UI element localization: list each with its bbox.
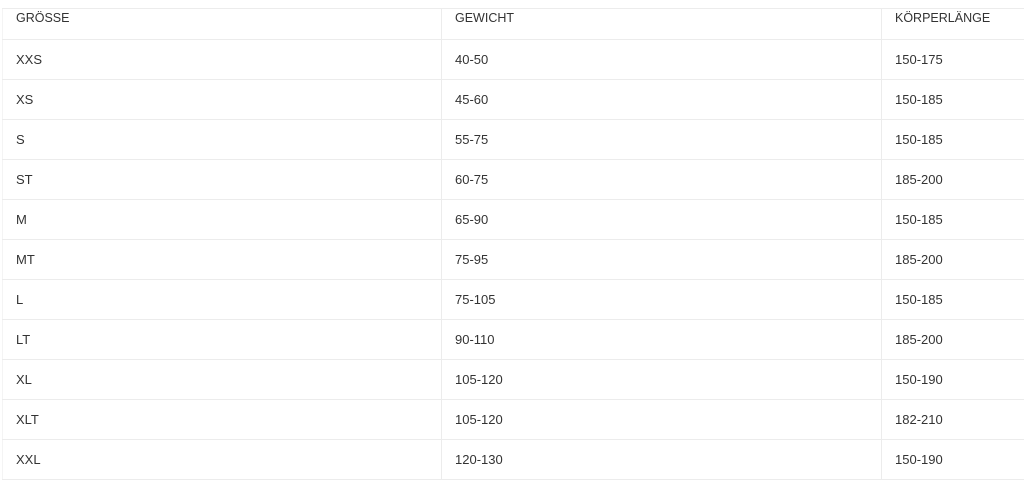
cell-size: MT <box>3 240 442 280</box>
header-row: GRÖSSE GEWICHT KÖRPERLÄNGE <box>3 9 1024 40</box>
cell-height: 150-190 <box>882 440 1024 480</box>
cell-height: 182-210 <box>882 400 1024 440</box>
cell-weight: 55-75 <box>442 120 882 160</box>
header-size: GRÖSSE <box>3 9 442 40</box>
cell-height: 150-185 <box>882 200 1024 240</box>
cell-size: S <box>3 120 442 160</box>
cell-weight: 60-75 <box>442 160 882 200</box>
cell-weight: 65-90 <box>442 200 882 240</box>
header-weight: GEWICHT <box>442 9 882 40</box>
cell-height: 150-185 <box>882 280 1024 320</box>
cell-weight: 75-105 <box>442 280 882 320</box>
cell-height: 150-175 <box>882 40 1024 80</box>
cell-size: LT <box>3 320 442 360</box>
cell-size: M <box>3 200 442 240</box>
cell-weight: 45-60 <box>442 80 882 120</box>
cell-height: 185-200 <box>882 320 1024 360</box>
cell-height: 150-185 <box>882 120 1024 160</box>
cell-weight: 105-120 <box>442 360 882 400</box>
cell-weight: 105-120 <box>442 400 882 440</box>
cell-height: 185-200 <box>882 160 1024 200</box>
cell-height: 185-200 <box>882 240 1024 280</box>
cell-weight: 75-95 <box>442 240 882 280</box>
cell-size: ST <box>3 160 442 200</box>
cell-height: 150-185 <box>882 80 1024 120</box>
cell-size: L <box>3 280 442 320</box>
cell-weight: 90-110 <box>442 320 882 360</box>
header-height: KÖRPERLÄNGE <box>882 9 1024 40</box>
cell-weight: 40-50 <box>442 40 882 80</box>
cell-size: XXL <box>3 440 442 480</box>
cell-size: XLT <box>3 400 442 440</box>
cell-weight: 120-130 <box>442 440 882 480</box>
cell-size: XXS <box>3 40 442 80</box>
cell-height: 150-190 <box>882 360 1024 400</box>
cell-size: XS <box>3 80 442 120</box>
cell-size: XL <box>3 360 442 400</box>
